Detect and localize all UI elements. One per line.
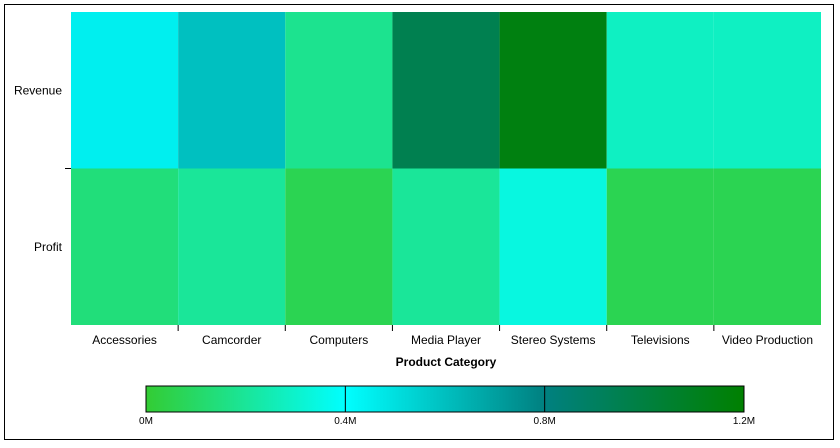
heatmap-cells xyxy=(71,12,821,325)
heatmap-cell-revenue-1 xyxy=(178,12,286,169)
x-tick-label: Camcorder xyxy=(202,333,261,347)
heatmap-cell-revenue-5 xyxy=(606,12,714,169)
heatmap-cell-revenue-6 xyxy=(713,12,821,169)
heatmap-cell-profit-4 xyxy=(499,168,607,325)
heatmap-cell-profit-2 xyxy=(285,168,393,325)
heatmap-cell-profit-6 xyxy=(713,168,821,325)
y-tick-label: Revenue xyxy=(14,83,62,97)
heatmap-cell-profit-5 xyxy=(606,168,714,325)
x-tick-label: Stereo Systems xyxy=(511,333,596,347)
legend-tick-label: 0.4M xyxy=(334,416,356,427)
axes: Revenue Profit Accessories Camcorder Compute… xyxy=(14,83,813,347)
x-axis-title: Product Category xyxy=(396,355,497,369)
legend-tick-label: 0.8M xyxy=(534,416,556,427)
legend-tick-label: 0M xyxy=(139,416,153,427)
x-tick-label: Video Production xyxy=(722,333,813,347)
heatmap-cell-profit-0 xyxy=(71,168,179,325)
color-legend: 0M 0.4M 0.8M 1.2M xyxy=(139,385,755,427)
heatmap-cell-revenue-2 xyxy=(285,12,393,169)
y-tick-label: Profit xyxy=(34,240,63,254)
heatmap-cell-profit-1 xyxy=(178,168,286,325)
x-tick-label: Televisions xyxy=(631,333,690,347)
x-tick-label: Computers xyxy=(310,333,369,347)
x-tick-label: Media Player xyxy=(411,333,481,347)
heatmap-cell-revenue-0 xyxy=(71,12,179,169)
heatmap-cell-revenue-4 xyxy=(499,12,607,169)
heatmap-cell-profit-3 xyxy=(392,168,500,325)
x-tick-label: Accessories xyxy=(92,333,157,347)
legend-color-bar xyxy=(145,385,745,413)
legend-tick-label: 1.2M xyxy=(733,416,755,427)
heatmap-cell-revenue-3 xyxy=(392,12,500,169)
